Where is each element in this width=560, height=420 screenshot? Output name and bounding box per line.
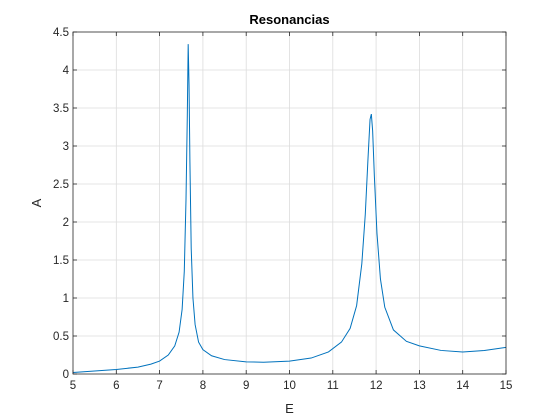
y-tick-label: 2: [63, 217, 69, 229]
x-tick-label: 6: [113, 380, 119, 392]
x-tick-label: 14: [456, 380, 469, 392]
y-axis-label: A: [29, 198, 44, 207]
x-tick-label: 10: [283, 380, 296, 392]
y-tick-label: 1: [63, 293, 69, 305]
x-tick-label: 12: [370, 380, 383, 392]
y-tick-label: 4.5: [53, 27, 69, 39]
x-tick-label: 8: [200, 380, 206, 392]
series-line: [72, 44, 507, 373]
grid: [73, 32, 506, 374]
y-tick-label: 0: [63, 369, 69, 381]
y-tick-label: 4: [63, 65, 70, 77]
x-axis-label: E: [285, 401, 294, 416]
y-tick-label: 0.5: [53, 331, 69, 343]
x-tick-label: 13: [413, 380, 426, 392]
x-tick-label: 9: [243, 380, 249, 392]
ticks: 5 6 7 8 9 10 11 12 13 14 15 0 0.5 1 1.5 2 2.5 3 3.5 4 4.5: [53, 27, 512, 392]
y-tick-label: 3: [63, 141, 69, 153]
y-tick-label: 3.5: [53, 103, 69, 115]
x-tick-label: 7: [156, 380, 162, 392]
x-tick-label: 11: [327, 380, 339, 392]
y-tick-label: 1.5: [53, 255, 69, 267]
chart-title: Resonancias: [249, 12, 329, 27]
x-tick-label: 5: [70, 380, 76, 392]
x-tick-label: 15: [500, 380, 513, 392]
y-tick-label: 2.5: [53, 179, 69, 191]
